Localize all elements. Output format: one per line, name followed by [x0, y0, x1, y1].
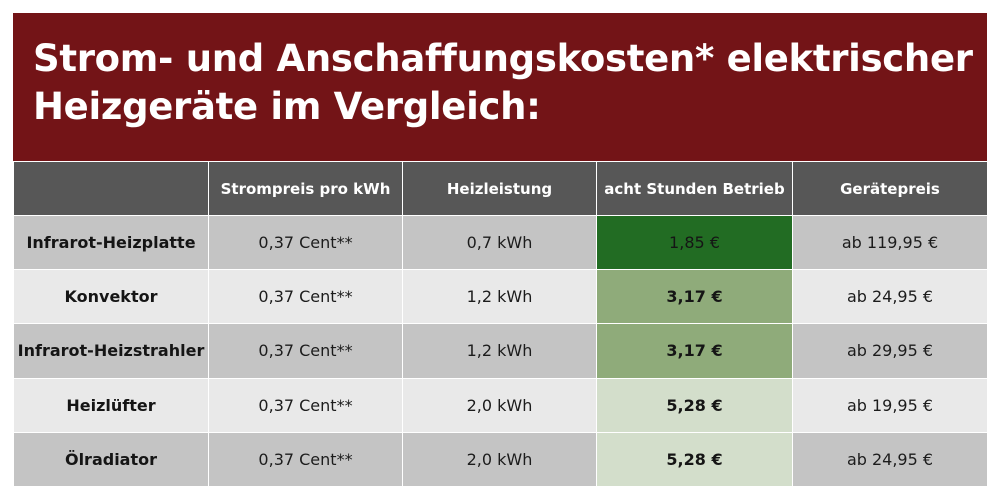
title-banner: Strom- und Anschaffungskosten* elektrisc…	[13, 13, 987, 161]
device-price-cell: ab 24,95 €	[792, 431, 988, 488]
table-row: Ölradiator 0,37 Cent** 2,0 kWh 5,28 € ab…	[13, 431, 988, 488]
header-device	[13, 161, 209, 216]
comparison-table: Strompreis pro kWh Heizleistung acht Stu…	[13, 161, 988, 488]
device-name: Heizlüfter	[13, 377, 209, 433]
heating-power-cell: 1,2 kWh	[402, 269, 597, 325]
heating-power-cell: 1,2 kWh	[402, 323, 597, 379]
title-line-1: Strom- und Anschaffungskosten* elektrisc…	[33, 37, 973, 80]
table-row: Infrarot-Heizstrahler 0,37 Cent** 1,2 kW…	[13, 323, 988, 379]
header-price-per-kwh: Strompreis pro kWh	[208, 161, 403, 216]
eight-hours-cost-cell: 3,17 €	[596, 323, 793, 379]
device-name: Infrarot-Heizplatte	[13, 214, 209, 271]
header-heating-power: Heizleistung	[402, 161, 597, 216]
price-per-kwh-cell: 0,37 Cent**	[208, 214, 403, 271]
table-header-row: Strompreis pro kWh Heizleistung acht Stu…	[13, 161, 988, 216]
title-line-2: Heizgeräte im Vergleich:	[33, 85, 541, 128]
header-device-price: Gerätepreis	[792, 161, 988, 216]
table-row: Heizlüfter 0,37 Cent** 2,0 kWh 5,28 € ab…	[13, 377, 988, 433]
heating-power-cell: 0,7 kWh	[402, 214, 597, 271]
price-per-kwh-cell: 0,37 Cent**	[208, 269, 403, 325]
device-price-cell: ab 119,95 €	[792, 214, 988, 271]
eight-hours-cost-cell: 1,85 €	[596, 214, 793, 271]
heating-power-cell: 2,0 kWh	[402, 431, 597, 488]
table-row: Konvektor 0,37 Cent** 1,2 kWh 3,17 € ab …	[13, 269, 988, 325]
eight-hours-cost-cell: 3,17 €	[596, 269, 793, 325]
device-name: Ölradiator	[13, 431, 209, 488]
price-per-kwh-cell: 0,37 Cent**	[208, 377, 403, 433]
price-per-kwh-cell: 0,37 Cent**	[208, 431, 403, 488]
table-row: Infrarot-Heizplatte 0,37 Cent** 0,7 kWh …	[13, 214, 988, 271]
device-name: Konvektor	[13, 269, 209, 325]
device-name: Infrarot-Heizstrahler	[13, 323, 209, 379]
infographic: Strom- und Anschaffungskosten* elektrisc…	[13, 13, 988, 488]
eight-hours-cost-cell: 5,28 €	[596, 377, 793, 433]
price-per-kwh-cell: 0,37 Cent**	[208, 323, 403, 379]
heating-power-cell: 2,0 kWh	[402, 377, 597, 433]
header-eight-hours-operation: acht Stunden Betrieb	[596, 161, 793, 216]
page-title: Strom- und Anschaffungskosten* elektrisc…	[33, 35, 977, 131]
device-price-cell: ab 19,95 €	[792, 377, 988, 433]
device-price-cell: ab 29,95 €	[792, 323, 988, 379]
device-price-cell: ab 24,95 €	[792, 269, 988, 325]
eight-hours-cost-cell: 5,28 €	[596, 431, 793, 488]
